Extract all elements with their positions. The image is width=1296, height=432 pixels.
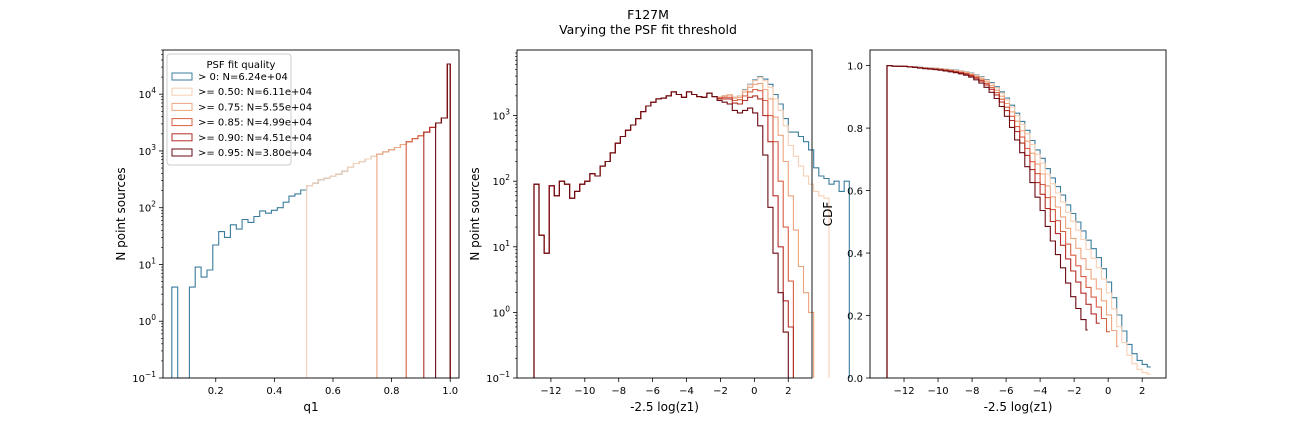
x-tick-label: −6: [645, 386, 660, 397]
y-tick-label: 101: [138, 256, 156, 271]
y-axis-label: N point sources: [114, 167, 128, 260]
y-tick-label: 100: [492, 304, 510, 319]
x-tick-label: 0: [1105, 386, 1111, 397]
plot-frame: [516, 49, 813, 379]
x-tick-label: −12: [540, 386, 561, 397]
x-axis-label: -2.5 log(z1): [630, 400, 699, 414]
histogram-series-1: [306, 63, 451, 378]
y-tick-label: 102: [492, 173, 510, 188]
histogram-series-1: [533, 77, 830, 378]
x-tick-label: 0.6: [325, 386, 341, 397]
figure-subtitle: Varying the PSF fit threshold: [559, 22, 737, 37]
x-tick-label: −10: [927, 386, 948, 397]
x-tick-label: 0.2: [208, 386, 224, 397]
x-axis-label: q1: [303, 400, 318, 414]
histogram-series-5: [435, 63, 451, 378]
y-tick-label: 10−1: [486, 370, 510, 385]
legend-entry-label-1: >= 0.50: N=6.11e+04: [198, 87, 312, 98]
cdf-series-2: [886, 65, 1119, 378]
cdf-series-5: [886, 65, 1088, 378]
x-tick-label: 0.8: [384, 386, 400, 397]
y-axis-label: N point sources: [468, 167, 482, 260]
y-tick-label: 103: [138, 143, 156, 158]
legend-swatch-2: [171, 102, 193, 111]
x-tick-label: −2: [1067, 386, 1082, 397]
histogram-series-4: [533, 91, 794, 378]
x-tick-label: −4: [1033, 386, 1048, 397]
histogram-series-5: [533, 91, 789, 378]
legend-swatch-1: [171, 87, 193, 96]
legend-swatch-0: [171, 72, 193, 81]
x-tick-label: −8: [965, 386, 980, 397]
histogram-series-2: [533, 82, 815, 378]
x-tick-label: −6: [999, 386, 1014, 397]
legend-swatch-5: [171, 148, 193, 157]
histogram-series-4: [423, 63, 451, 378]
y-axis-label: CDF: [821, 202, 835, 227]
y-tick-label: 103: [492, 108, 510, 123]
y-tick-label: 101: [492, 239, 510, 254]
cdf-series-1: [886, 65, 1151, 378]
x-tick-label: −10: [574, 386, 595, 397]
legend-frame: [166, 53, 292, 166]
y-tick-label: 104: [138, 86, 156, 101]
legend-title: PSF fit quality: [207, 60, 276, 71]
legend-entry-label-2: >= 0.75: N=5.55e+04: [198, 102, 312, 113]
histogram-series-2: [376, 63, 451, 378]
legend: PSF fit quality > 0: N=6.24e+04 >= 0.50: …: [166, 53, 312, 166]
histogram-series-0: [533, 76, 850, 378]
x-axis-label: -2.5 log(z1): [984, 400, 1053, 414]
x-tick-label: 2: [785, 386, 791, 397]
legend-entry-label-3: >= 0.85: N=4.99e+04: [198, 118, 312, 129]
y-tick-label: 0.8: [847, 124, 863, 135]
x-tick-label: −2: [713, 386, 728, 397]
y-tick-label: 1.0: [847, 62, 863, 73]
cdf-z1-panel: −12 −10 −8 −6 −4 −2 0 2 -2.5 log(z1) CDF 0.0 0.2 0.4…: [821, 49, 1167, 414]
x-tick-label: 0.4: [266, 386, 282, 397]
y-tick-label: 0.6: [847, 187, 863, 198]
x-tick-label: −8: [611, 386, 626, 397]
y-tick-label: 10−1: [132, 370, 156, 385]
legend-swatch-4: [171, 133, 193, 142]
figure-title: F127M: [627, 7, 669, 22]
plot-frame: [162, 49, 460, 379]
cdf-series-4: [886, 65, 1100, 378]
histogram-z1-panel: −12 −10 −8 −6 −4 −2 0 2 -2.5 log(z1) N point sour…: [468, 49, 850, 414]
x-tick-label: −12: [893, 386, 914, 397]
legend-entry-label-0: > 0: N=6.24e+04: [198, 72, 288, 83]
legend-entry-label-5: >= 0.95: N=3.80e+04: [198, 148, 312, 159]
y-tick-label: 0.4: [847, 249, 863, 260]
x-tick-label: −4: [679, 386, 694, 397]
plot-frame: [869, 49, 1167, 379]
y-tick-label: 100: [138, 313, 156, 328]
histogram-series-3: [533, 88, 794, 378]
x-tick-label: 0: [751, 386, 757, 397]
y-tick-label: 0.2: [847, 312, 863, 323]
histogram-q1-panel: 0.2 0.4 0.6 0.8 1.0 q1 N point sources 10−1 100 1…: [114, 49, 460, 414]
y-tick-label: 0.0: [847, 374, 863, 385]
cdf-series-0: [886, 65, 1151, 378]
x-tick-label: 2: [1139, 386, 1145, 397]
x-tick-label: 1.0: [442, 386, 458, 397]
legend-swatch-3: [171, 118, 193, 127]
y-tick-label: 102: [138, 200, 156, 215]
legend-entry-label-4: >= 0.90: N=4.51e+04: [198, 133, 312, 144]
histogram-series-3: [405, 63, 451, 378]
